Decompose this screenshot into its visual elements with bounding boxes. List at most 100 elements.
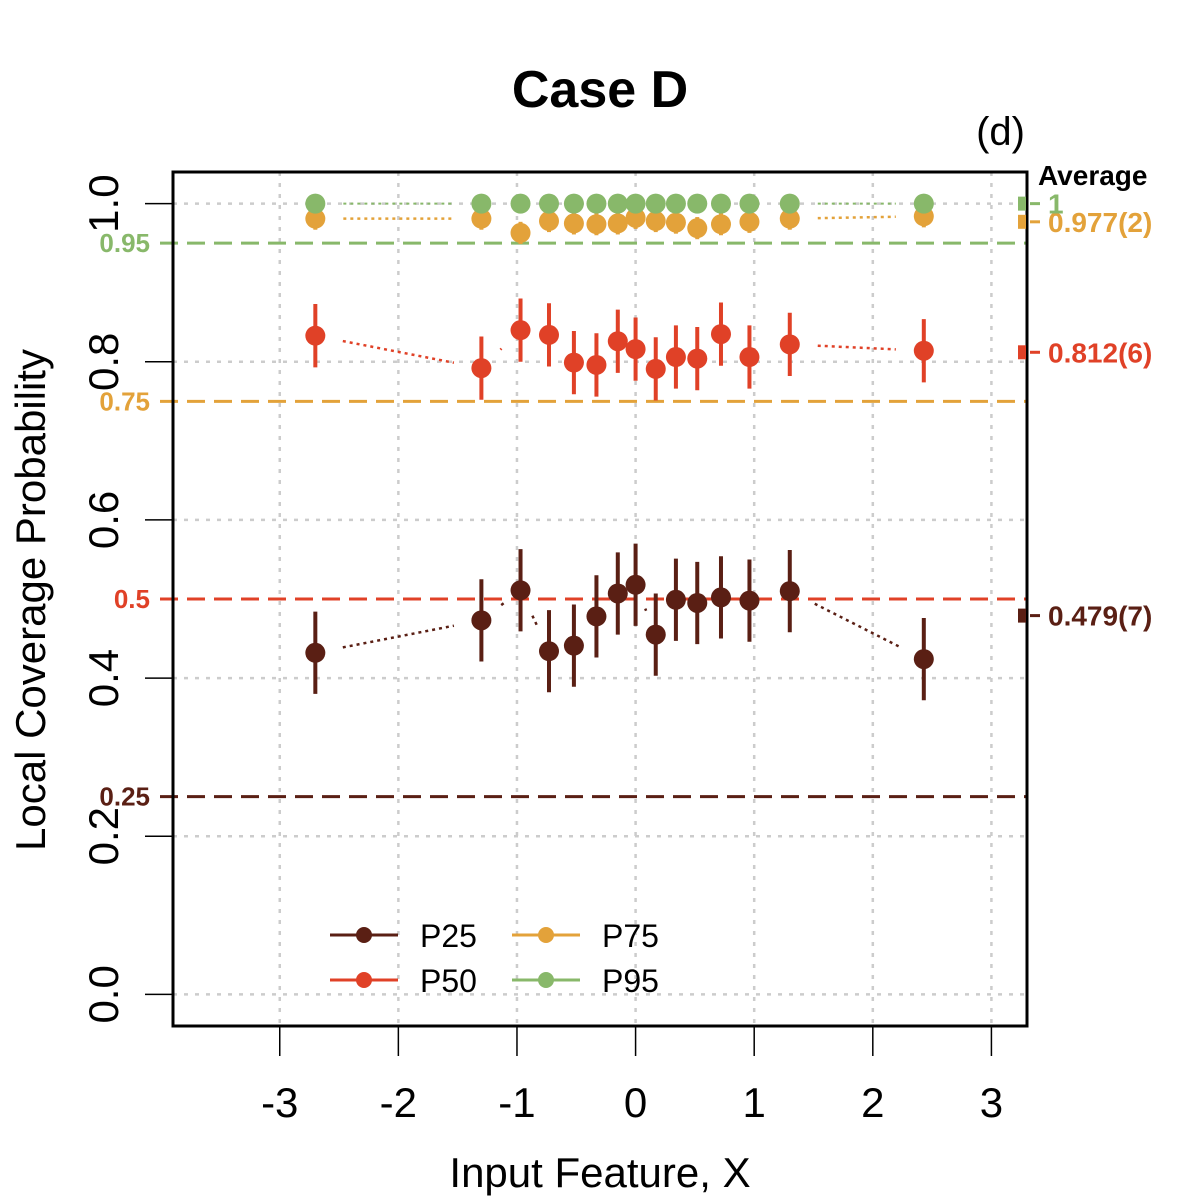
x-tick-label: 2 [861, 1079, 884, 1126]
data-point [563, 635, 584, 656]
data-point [471, 610, 492, 631]
data-point [471, 193, 492, 214]
data-point [687, 193, 708, 214]
y-tick-label: 0.4 [80, 649, 127, 707]
x-tick-label: 0 [624, 1079, 647, 1126]
series-p95 [305, 193, 934, 214]
data-point [913, 649, 934, 670]
data-point [305, 642, 326, 663]
data-point [471, 208, 492, 229]
data-point [305, 208, 326, 229]
data-point [625, 574, 646, 595]
data-point [710, 214, 731, 235]
y-axis: 0.0 0.2 0.4 0.6 0.8 1.0 [80, 174, 173, 1024]
x-tick-label: -1 [498, 1079, 535, 1126]
reference-lines: 0.25 0.5 0.75 0.95 [99, 228, 1027, 812]
data-point [538, 211, 559, 232]
series-p50 [305, 298, 934, 401]
connector-line [531, 615, 539, 627]
data-point [607, 193, 628, 214]
series-p75 [305, 205, 934, 244]
data-point [607, 331, 628, 352]
data-point [645, 358, 666, 379]
x-axis: -3 -2 -1 0 1 2 3 [261, 1026, 1003, 1126]
data-point [510, 222, 531, 243]
x-axis-title: Input Feature, X [449, 1149, 750, 1196]
data-point [665, 212, 686, 233]
legend-marker [356, 927, 372, 943]
data-point [687, 218, 708, 239]
legend-label: P25 [420, 918, 477, 954]
x-tick-label: 1 [743, 1079, 766, 1126]
data-point [779, 193, 800, 214]
y-axis-title: Local Coverage Probability [7, 349, 54, 851]
data-point [625, 207, 646, 228]
average-marker [1018, 196, 1026, 211]
data-point [710, 587, 731, 608]
x-tick-label: -3 [261, 1079, 298, 1126]
plot-frame [171, 170, 1029, 1028]
data-point [739, 211, 760, 232]
data-point [739, 193, 760, 214]
data-point [710, 324, 731, 345]
data-point [625, 339, 646, 360]
data-point [665, 589, 686, 610]
data-point [586, 193, 607, 214]
data-point [563, 193, 584, 214]
connector-line [497, 602, 505, 609]
data-point [510, 193, 531, 214]
y-tick-label: 0.6 [80, 491, 127, 549]
y-tick-label: 1.0 [80, 174, 127, 232]
averages: 0.479(7) 0.812(6) 0.977(2)1 [1018, 189, 1152, 632]
data-point [913, 340, 934, 361]
legend: P25 P50 P75 P95 [330, 918, 659, 999]
connector-line [342, 339, 455, 364]
data-point [586, 354, 607, 375]
data-point [779, 581, 800, 602]
data-point [665, 193, 686, 214]
average-header: Average [1038, 160, 1147, 191]
reference-label: 0.5 [114, 584, 150, 614]
data-point [586, 214, 607, 235]
data-point [607, 583, 628, 604]
data-point [665, 347, 686, 368]
data-point [510, 320, 531, 341]
connector-line [814, 602, 900, 648]
connector-line [499, 347, 503, 351]
data-point [645, 624, 666, 645]
average-label: 0.977(2) [1048, 207, 1152, 238]
series-p25 [305, 543, 934, 701]
data-point [305, 325, 326, 346]
data-point [779, 208, 800, 229]
average-marker [1018, 214, 1026, 229]
data-point [305, 193, 326, 214]
legend-marker [538, 927, 554, 943]
data-point [607, 213, 628, 234]
data-point [710, 193, 731, 214]
data-point [913, 193, 934, 214]
reference-label: 0.75 [99, 386, 150, 416]
connector-line [817, 215, 896, 220]
data-point [538, 193, 559, 214]
data-point [471, 358, 492, 379]
average-label: 1 [1048, 189, 1064, 220]
average-marker [1018, 608, 1026, 623]
legend-marker [538, 972, 554, 988]
connector-line [817, 344, 896, 351]
reference-label: 0.25 [99, 782, 150, 812]
data-point [563, 213, 584, 234]
data-point [645, 193, 666, 214]
legend-label: P95 [602, 963, 659, 999]
connector-line [342, 624, 455, 649]
legend-label: P75 [602, 918, 659, 954]
average-marker [1018, 345, 1026, 360]
data-point [739, 590, 760, 611]
data-point [739, 347, 760, 368]
legend-label: P50 [420, 963, 477, 999]
chart-title: Case D [512, 61, 688, 119]
data-point [538, 324, 559, 345]
y-tick-label: 0.8 [80, 333, 127, 391]
y-tick-label: 0.2 [80, 807, 127, 865]
x-tick-label: 3 [980, 1079, 1003, 1126]
